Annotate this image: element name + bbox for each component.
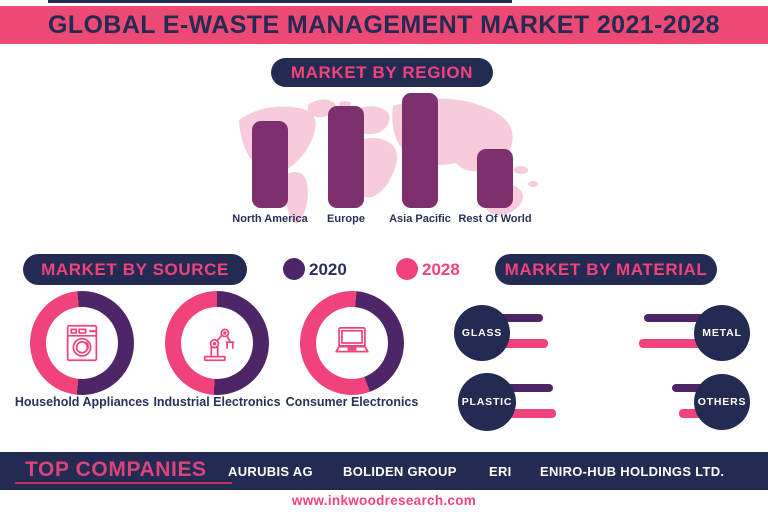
top-companies-underline [15, 482, 232, 484]
others-circle: OTHERS [694, 374, 750, 430]
bar-asia-pacific [402, 93, 438, 208]
footer-url-link[interactable]: www.inkwoodresearch.com [291, 493, 477, 508]
washing-machine-icon [59, 320, 105, 371]
others-bar-2020 [672, 384, 710, 392]
robot-arm-icon [194, 320, 240, 371]
glass-bar-2028 [490, 339, 548, 348]
title-banner: GLOBAL E-WASTE MANAGEMENT MARKET 2021-20… [0, 6, 768, 44]
others-label: OTHERS [697, 396, 747, 408]
section-title-region: MARKET BY REGION [290, 62, 474, 82]
glass-label: GLASS [461, 327, 503, 339]
section-header-material: MARKET BY MATERIAL [495, 254, 717, 285]
laptop-icon [329, 320, 375, 371]
metal-bar-2020 [644, 314, 714, 322]
donut-household-appliances [30, 291, 134, 395]
glass-circle: GLASS [454, 305, 510, 361]
plastic-label: PLASTIC [461, 396, 513, 408]
donut-label-household: Household Appliances [14, 395, 150, 409]
metal-bar-2028 [639, 339, 714, 348]
others-bar-2028 [679, 409, 710, 418]
glass-bar-2020 [490, 314, 543, 322]
company-boliden: BOLIDEN GROUP [343, 464, 457, 479]
bar-label-north-america: North America [232, 213, 308, 225]
plastic-circle: PLASTIC [458, 373, 516, 431]
donut-label-industrial: Industrial Electronics [153, 395, 281, 409]
metal-circle: METAL [694, 305, 750, 361]
bar-europe [328, 106, 364, 208]
top-accent-line [48, 0, 512, 3]
top-companies-title: TOP COMPANIES [25, 458, 207, 481]
plastic-bar-2020 [495, 384, 553, 392]
plastic-bar-2028 [495, 409, 556, 418]
bar-label-europe: Europe [327, 213, 365, 225]
legend-label-2028: 2028 [422, 260, 460, 279]
company-aurubis: AURUBIS AG [228, 464, 313, 479]
legend-dot-2028 [396, 258, 418, 280]
page-title: GLOBAL E-WASTE MANAGEMENT MARKET 2021-20… [48, 10, 720, 39]
legend-label-2020: 2020 [309, 260, 347, 279]
section-title-material: MARKET BY MATERIAL [504, 259, 708, 279]
legend-dot-2020 [283, 258, 305, 280]
donut-label-consumer: Consumer Electronics [285, 395, 419, 409]
donut-industrial-electronics [165, 291, 269, 395]
company-enirohub: ENIRO-HUB HOLDINGS LTD. [540, 464, 725, 479]
section-title-source: MARKET BY SOURCE [41, 259, 229, 279]
bar-north-america [252, 121, 288, 208]
bar-label-rest-of-world: Rest Of World [458, 213, 532, 225]
company-eri: ERI [489, 464, 512, 479]
metal-label: METAL [702, 327, 742, 339]
bar-rest-of-world [477, 149, 513, 208]
section-header-region: MARKET BY REGION [271, 58, 493, 87]
region-bar-chart [0, 0, 768, 208]
bar-label-asia-pacific: Asia Pacific [389, 213, 451, 225]
section-header-source: MARKET BY SOURCE [23, 254, 247, 285]
